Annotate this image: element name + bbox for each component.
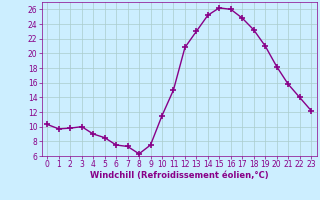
X-axis label: Windchill (Refroidissement éolien,°C): Windchill (Refroidissement éolien,°C) [90,171,268,180]
